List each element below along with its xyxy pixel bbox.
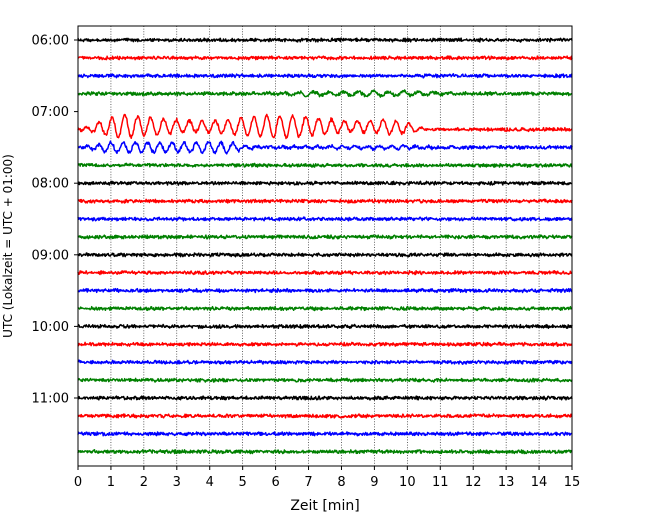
x-tick-label: 3 [173,475,181,490]
x-tick-label: 6 [271,475,279,490]
trace-1130 [77,431,573,437]
x-tick-label: 14 [531,475,548,490]
trace-1045 [77,377,573,383]
trace-0815 [77,198,573,204]
x-tick-label: 0 [74,475,82,490]
trace-1015 [77,341,573,347]
trace-0630 [77,73,573,79]
y-tick-label: 06:00 [32,34,69,49]
trace-1115 [77,413,573,419]
trace-0945 [77,305,573,312]
trace-0745 [77,162,573,168]
plot-frame [77,25,573,467]
x-axis-ticks: 0 1 2 3 4 5 6 7 8 9 10 11 12 13 14 15 [74,466,580,490]
x-tick-label: 1 [107,475,115,490]
trace-0645 [77,89,573,98]
trace-1100 [77,395,573,401]
x-tick-label: 2 [140,475,148,490]
x-tick-label: 13 [498,475,515,490]
trace-0615 [77,55,573,61]
x-tick-label: 5 [239,475,247,490]
trace-0900 [77,252,573,258]
y-tick-label: 11:00 [32,392,69,407]
x-tick-label: 12 [465,475,482,490]
trace-0730 [77,140,573,155]
trace-0800 [77,180,573,186]
y-axis-ticks: 06:00 07:00 08:00 09:00 10:00 11:00 [32,34,78,407]
trace-0930 [77,287,573,294]
x-tick-label: 9 [370,475,378,490]
x-tick-label: 10 [399,475,416,490]
y-tick-label: 07:00 [32,105,69,120]
trace-0715 [77,113,573,140]
x-tick-label: 15 [564,475,581,490]
y-axis-label: UTC (Lokalzeit = UTC + 01:00) [1,154,15,338]
trace-1000 [77,323,573,330]
trace-0600 [77,37,573,43]
x-tick-label: 11 [432,475,449,490]
x-tick-label: 8 [337,475,345,490]
trace-0915 [77,269,573,276]
trace-0830 [77,216,573,222]
y-tick-label: 09:00 [32,248,69,263]
y-tick-label: 08:00 [32,177,69,192]
trace-1145 [77,449,573,455]
y-tick-label: 10:00 [32,320,69,335]
seismic-traces [77,37,573,455]
trace-0845 [77,234,573,240]
x-axis-label: Zeit [min] [290,498,359,514]
x-tick-label: 4 [206,475,214,490]
x-gridlines [110,26,540,466]
x-tick-label: 7 [304,475,312,490]
trace-1030 [77,359,573,365]
